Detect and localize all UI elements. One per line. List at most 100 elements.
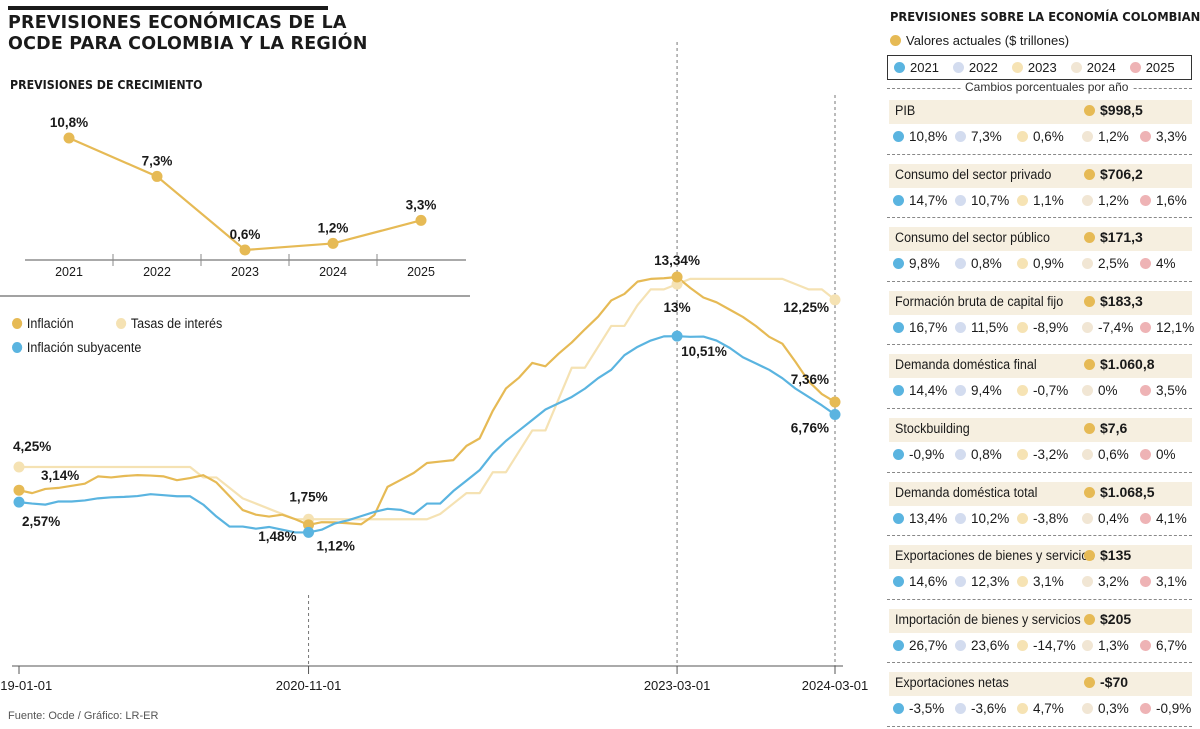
indicator-name-background: [889, 608, 1192, 633]
change-value: 1,3%: [1098, 637, 1129, 653]
change-dot: [1140, 512, 1151, 524]
change-value: 1,1%: [1033, 192, 1064, 208]
indicator-change-2021: -0,9%: [893, 447, 944, 462]
growth-tick-label: 2024: [319, 265, 347, 279]
year-dot: [952, 62, 964, 73]
change-dot: [1140, 131, 1151, 142]
change-value: 0,6%: [1098, 447, 1129, 462]
growth-tick-label: 2023: [231, 265, 259, 279]
series-point-subyacente: [13, 496, 25, 508]
series-point-tasas: [829, 294, 841, 306]
page-title: PREVISIONES ECONÓMICAS DE LA OCDE PARA C…: [8, 13, 368, 54]
change-value: 14,4%: [909, 383, 948, 399]
indicator-separator: [887, 726, 1192, 727]
change-dot: [893, 576, 904, 588]
indicator-name: Consumo del sector privado: [895, 166, 1052, 182]
change-dot: [1017, 194, 1028, 206]
indicator-name: Consumo del sector público: [895, 230, 1050, 246]
indicator-change-2022: 12,3%: [955, 574, 1009, 589]
change-value: 4,7%: [1033, 701, 1064, 717]
series-line-inflacion: [18, 275, 836, 526]
change-dot: [893, 385, 904, 397]
growth-data-label: 7,3%: [142, 153, 173, 168]
change-value: 14,6%: [909, 574, 948, 590]
change-dot: [893, 258, 904, 270]
growth-tick-label: 2022: [143, 265, 171, 279]
legend-label: Inflación subyacente: [26, 340, 142, 355]
indicator-name: Formación bruta de capital fijo: [895, 293, 1064, 309]
indicator-separator: [887, 408, 1192, 409]
indicator-change-2023: -14,7%: [1017, 638, 1076, 653]
change-value: 12,3%: [971, 574, 1010, 590]
indicator-change-2024: -7,4%: [1082, 320, 1133, 335]
legend-dot: [12, 342, 23, 353]
indicator-change-2021: 13,4%: [893, 511, 947, 526]
indicator-change-2022: 0,8%: [955, 256, 1002, 271]
year-label: 2022: [968, 60, 998, 75]
value-dot: [1084, 232, 1095, 244]
indicator-change-2023: -8,9%: [1017, 320, 1068, 335]
change-value: 10,8%: [909, 129, 948, 144]
indicator-change-2024: 0%: [1082, 383, 1118, 398]
change-dot: [955, 512, 966, 524]
indicator-change-2025: 12,1%: [1140, 320, 1194, 335]
change-dot: [1140, 639, 1151, 651]
indicator-change-2025: 0%: [1140, 447, 1176, 462]
change-dot: [1082, 258, 1093, 270]
indicator-separator: [887, 535, 1192, 537]
indicator-name-background: [889, 418, 1192, 442]
indicator-change-2025: 6,7%: [1140, 638, 1187, 653]
change-dot: [1082, 131, 1093, 142]
year-label: 2021: [910, 60, 939, 75]
indicator-change-2025: 3,3%: [1140, 129, 1187, 144]
change-value: 0,4%: [1098, 510, 1129, 526]
change-value: 10,7%: [971, 192, 1010, 208]
change-value: -3,6%: [971, 701, 1007, 717]
change-dot: [1140, 385, 1151, 397]
year-legend: 2021 2022 2023 2024 2025: [887, 55, 1192, 80]
indicator-change-2023: -3,8%: [1017, 511, 1068, 526]
indicator-change-2022: 10,2%: [955, 511, 1009, 526]
changes-label: Cambios porcentuales por año: [961, 80, 1133, 94]
indicator-name: PIB: [895, 103, 916, 118]
indicator-value: $183,3: [1084, 293, 1143, 309]
change-dot: [1017, 703, 1028, 715]
indicator-value-text: -$70: [1100, 674, 1129, 691]
series-data-label-subyacente: 10,51%: [681, 344, 727, 359]
indicator-change-2021: -3,5%: [893, 701, 944, 716]
indicator-separator: [887, 217, 1192, 219]
indicator-change-2023: 0,6%: [1017, 129, 1064, 144]
series-point-subyacente: [829, 409, 841, 421]
indicator-change-2025: 1,6%: [1140, 193, 1187, 208]
value-dot: [1084, 486, 1095, 498]
title-bar-rule: [8, 6, 328, 10]
change-value: 10,2%: [971, 510, 1010, 526]
change-value: 4,1%: [1156, 510, 1187, 526]
value-dot: [1084, 613, 1095, 625]
indicator-value-text: $998,5: [1100, 102, 1143, 118]
indicator-name-background: [889, 163, 1192, 188]
change-dot: [1082, 703, 1093, 715]
change-value: 0,8%: [971, 256, 1002, 272]
change-value: 0,8%: [971, 447, 1002, 462]
series-point-tasas: [13, 461, 25, 473]
series-point-inflacion: [13, 484, 25, 496]
change-value: -3,5%: [909, 701, 945, 717]
indicator-value-text: $183,3: [1100, 292, 1143, 309]
legend-label: Inflación: [26, 316, 74, 331]
change-dot: [1017, 258, 1028, 270]
change-value: 7,3%: [971, 129, 1002, 144]
change-value: 9,8%: [909, 256, 940, 272]
year-legend-item: 2021: [894, 60, 939, 75]
indicator-value-text: $1.068,5: [1100, 483, 1155, 500]
legend-dot: [116, 318, 127, 329]
change-dot: [1140, 321, 1151, 333]
series-point-inflacion: [671, 271, 683, 283]
indicator-name: Stockbuilding: [895, 421, 970, 436]
growth-tick-label: 2025: [407, 265, 435, 279]
value-dot: [1084, 168, 1095, 180]
change-value: 13,4%: [909, 510, 948, 526]
indicator-change-2024: 0,4%: [1082, 511, 1129, 526]
legend-item-subyacente: Inflación subyacente: [12, 340, 141, 355]
